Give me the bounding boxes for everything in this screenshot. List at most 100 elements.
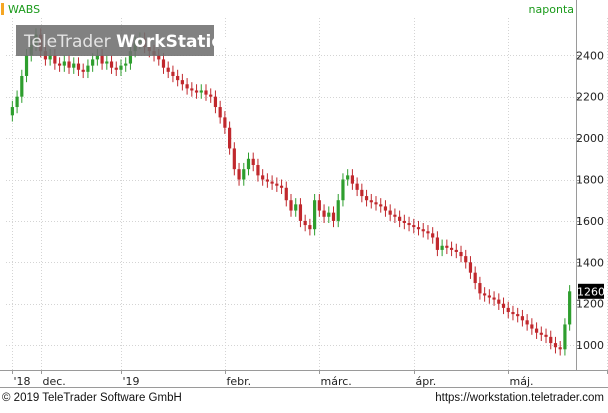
candle-body (82, 70, 85, 72)
candle (171, 66, 174, 83)
candle-body (11, 107, 14, 115)
candle (167, 61, 170, 78)
candle-body (299, 204, 302, 221)
candle (441, 240, 444, 257)
candle (559, 341, 562, 355)
candle-body (223, 117, 226, 127)
candle (63, 55, 66, 72)
candle-body (77, 64, 80, 70)
candle-body (242, 169, 245, 179)
candle-body (58, 64, 61, 66)
candle (483, 287, 486, 301)
candle (304, 215, 307, 232)
candle-body (374, 202, 377, 204)
candle-body (549, 337, 552, 343)
candle (554, 337, 557, 354)
candle (455, 244, 458, 258)
period-label: naponta (529, 3, 574, 16)
candle-body (327, 213, 330, 217)
y-tick-label: 1400 (576, 256, 604, 269)
y-tick-label: 2400 (576, 49, 604, 62)
candle-body (318, 200, 321, 210)
candle (398, 211, 401, 228)
candle (294, 198, 297, 217)
watermark-bold: WorkStation (116, 32, 235, 52)
candle (119, 59, 122, 76)
candle (530, 318, 533, 335)
x-tick-label: '18 (14, 375, 31, 388)
watermark-text: TeleTrader WorkStation (23, 32, 235, 52)
candle-body (370, 200, 373, 202)
candle (540, 327, 543, 341)
candle (209, 88, 212, 102)
candle (384, 200, 387, 217)
candle (256, 159, 259, 182)
candle (223, 111, 226, 134)
candle (82, 64, 85, 78)
candle (72, 57, 75, 74)
candle-body (247, 159, 250, 169)
candle-body (252, 159, 255, 165)
candle-body (544, 335, 547, 337)
footer: © 2019 TeleTrader Software GmbH https://… (0, 388, 608, 408)
candle-body (289, 200, 292, 210)
candle-body (91, 59, 94, 65)
candle-body (521, 316, 524, 320)
candle-body (464, 256, 467, 262)
candle (474, 266, 477, 289)
candle-body (271, 182, 274, 184)
candle-body (384, 206, 387, 210)
candles (11, 28, 571, 355)
candle (360, 184, 363, 203)
watermark-light: TeleTrader (23, 32, 116, 52)
candle-body (228, 128, 231, 149)
candle-body (502, 304, 505, 308)
candle (11, 101, 14, 122)
candle-body (511, 312, 514, 314)
candle (162, 53, 165, 74)
candle-body (181, 80, 184, 84)
candle (389, 204, 392, 221)
candle-body (280, 186, 283, 188)
candle (568, 285, 571, 331)
candle-body (15, 97, 18, 107)
y-tick-label: 1800 (576, 174, 604, 187)
candle-body (459, 252, 462, 256)
candle (308, 219, 311, 236)
candle-body (389, 211, 392, 215)
candle-body (119, 66, 122, 70)
candle (417, 221, 420, 235)
candle-body (67, 61, 70, 67)
candle (521, 310, 524, 327)
candle (488, 289, 491, 303)
candle-body (256, 165, 259, 175)
candle-body (209, 95, 212, 97)
last-value-text: 1260 (577, 285, 605, 298)
candle-body (436, 237, 439, 249)
candle-body (360, 190, 363, 196)
candle-body (341, 180, 344, 201)
candle-body (474, 273, 477, 283)
candle (261, 169, 264, 186)
candle-body (526, 320, 529, 324)
candle-body (554, 343, 557, 347)
candle-body (379, 204, 382, 206)
candle (313, 194, 316, 235)
candle-body (441, 246, 444, 250)
candle-body (422, 229, 425, 231)
source-url-link[interactable]: https://workstation.teletrader.com (435, 392, 604, 404)
candle (204, 84, 207, 101)
candle (233, 142, 236, 175)
candle-body (356, 184, 359, 190)
candle-body (445, 246, 448, 248)
candle (516, 308, 519, 322)
candle (459, 246, 462, 263)
candle-body (535, 329, 538, 333)
candle (426, 225, 429, 239)
y-tick-label: 2000 (576, 132, 604, 145)
candle-body (53, 55, 56, 63)
candle-body (403, 221, 406, 223)
